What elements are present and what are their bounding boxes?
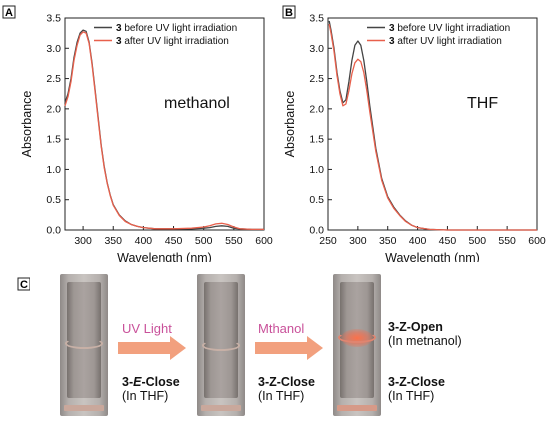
chart-panel-a: A 0.0 0.5 1.0 1.5 2.0 2.5 3.0 3.5 300 350 400 450 50…	[2, 5, 273, 262]
chart1-y-tick-label: 1.5	[309, 134, 324, 146]
panel-letter-a: A	[5, 7, 13, 19]
chart1-x-tick-label: 500	[469, 235, 487, 247]
chart1-legend-label-2: 3 after UV light irradiation	[389, 36, 502, 47]
panel-letter-box-a	[2, 5, 16, 19]
chart1-y-tick-label: 2.5	[309, 73, 324, 85]
chart0-x-tick-label: 450	[165, 235, 183, 247]
chart0-y-tick-label: 2.5	[46, 73, 61, 85]
chart0-series-2-line	[64, 31, 264, 231]
cuvette-3-image	[333, 274, 381, 416]
cuvette-3-bottom-label: 3-Z-Close (In THF)	[388, 375, 445, 403]
chart1-y-tick-label: 3.5	[309, 13, 324, 25]
chart0-y-axis-label: Absorbance	[20, 91, 34, 158]
chart0-x-tick-label: 600	[255, 235, 273, 247]
chart1-legend-label-1: 3 before UV light irradiation	[389, 23, 510, 34]
chart1-x-tick-label: 250	[319, 235, 337, 247]
chart1-series-2-line	[328, 23, 537, 231]
chart0-x-tick-label: 500	[195, 235, 213, 247]
chart0-y-tick-label: 3.5	[46, 13, 61, 25]
chart1-x-tick-label: 350	[379, 235, 397, 247]
chart0-solvent-annotation: methanol	[164, 95, 230, 112]
chart1-x-tick-label: 400	[409, 235, 427, 247]
chart-panel-b: B 0.0 0.5 1.0 1.5 2.0 2.5 3.0 3.5 250 300 350 400 45…	[282, 5, 546, 262]
arrow-1-icon	[118, 336, 186, 360]
chart0-y-tick-label: 0.0	[46, 225, 61, 237]
chart1-y-tick-label: 1.0	[309, 164, 324, 176]
chart0-x-tick-label: 300	[74, 235, 92, 247]
arrow-2-label: Mthanol	[258, 321, 305, 336]
chart0-y-tick-label: 1.5	[46, 134, 61, 146]
chart0-y-tick-label: 2.0	[46, 103, 61, 115]
chart1-x-axis-label: Wavelength (nm)	[385, 251, 480, 262]
chart1-y-tick-label: 3.0	[309, 43, 324, 55]
cuvette-1-image	[60, 274, 108, 416]
panel-letter-c: C	[20, 279, 28, 291]
panel-letter-box-c	[17, 277, 30, 291]
chart1-x-tick-label: 600	[528, 235, 546, 247]
chart1-x-tick-label: 550	[498, 235, 516, 247]
chart0-y-tick-label: 1.0	[46, 164, 61, 176]
panel-letter-box-b	[282, 5, 296, 19]
arrow-2-icon	[255, 336, 323, 360]
chart0-x-axis-label: Wavelength (nm)	[117, 251, 212, 262]
cuvette-1-label: 3-E-Close (In THF)	[122, 375, 180, 403]
chart0-series-1-line	[64, 29, 264, 231]
chart1-y-tick-label: 0.5	[309, 194, 324, 206]
chart0-x-tick-label: 550	[225, 235, 243, 247]
photo-panel-c: C UV Light 3-E-Close (In THF) Mthanol 3-…	[0, 262, 557, 422]
chart0-legend-label-2: 3 after UV light irradiation	[116, 36, 229, 47]
cuvette-2-label: 3-Z-Close (In THF)	[258, 375, 315, 403]
chart1-y-axis-label: Absorbance	[283, 91, 297, 158]
chart1-y-tick-label: 0.0	[309, 225, 324, 237]
chart1-y-tick-label: 2.0	[309, 103, 324, 115]
chart1-x-tick-label: 300	[349, 235, 367, 247]
chart0-plot-frame	[64, 17, 265, 231]
chart1-solvent-annotation: THF	[467, 95, 498, 112]
panel-letter-b: B	[285, 7, 293, 19]
chart0-y-tick-label: 3.0	[46, 43, 61, 55]
chart0-y-tick-label: 0.5	[46, 194, 61, 206]
chart1-plot-frame	[327, 17, 538, 231]
chart0-x-tick-label: 400	[135, 235, 153, 247]
arrow-1-label: UV Light	[122, 321, 172, 336]
cuvette-2-image	[197, 274, 245, 416]
chart0-x-tick-label: 350	[104, 235, 122, 247]
chart0-legend-label-1: 3 before UV light irradiation	[116, 23, 237, 34]
cuvette-3-top-label: 3-Z-Open (In metnanol)	[388, 320, 462, 348]
chart1-series-1-line	[328, 20, 537, 231]
chart1-x-tick-label: 450	[439, 235, 457, 247]
